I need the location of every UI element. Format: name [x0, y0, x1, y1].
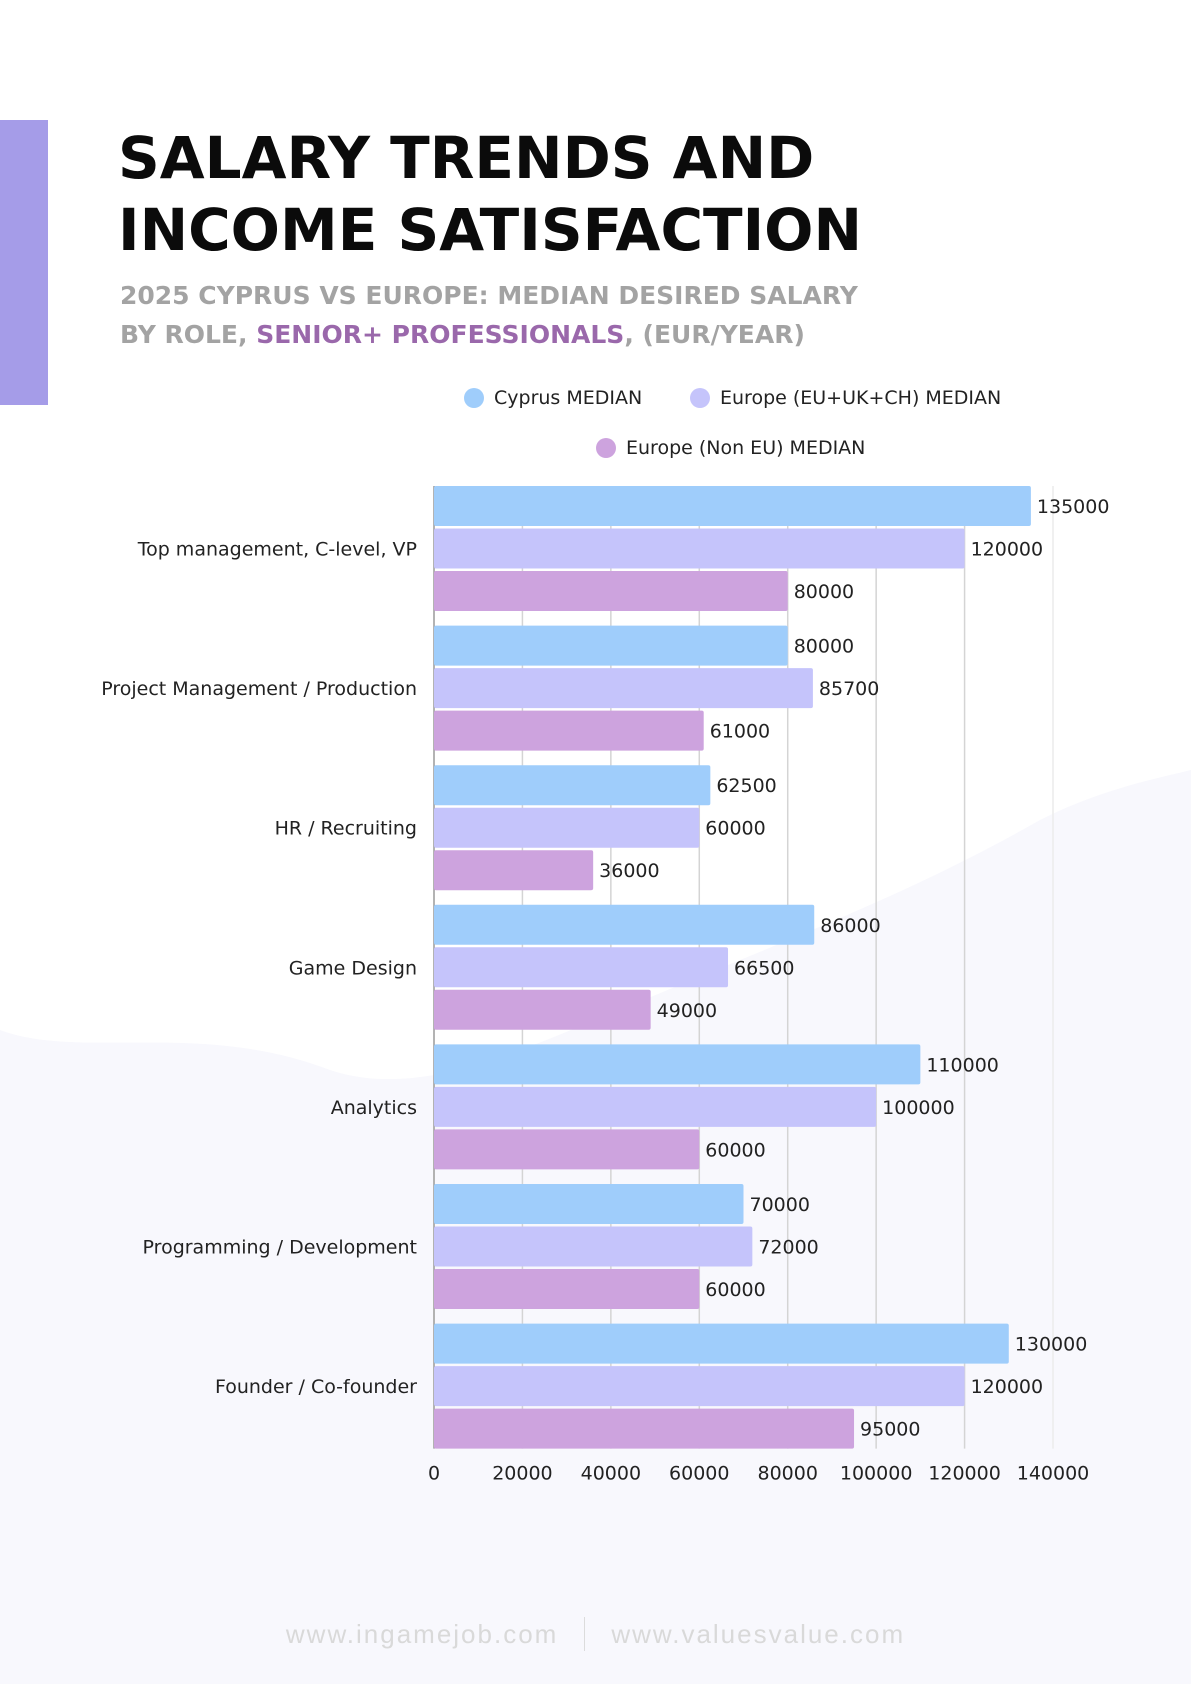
page-title: SALARY TRENDS AND INCOME SATISFACTION [118, 122, 862, 266]
legend-label-europe-eu: Europe (EU+UK+CH) MEDIAN [720, 387, 1002, 409]
data-label: 86000 [820, 915, 880, 937]
x-tick-label: 60000 [669, 1463, 729, 1485]
category-label: Founder / Co-founder [215, 1376, 417, 1398]
bar-cyprus [434, 1323, 1009, 1364]
x-tick-label: 20000 [492, 1463, 552, 1485]
bar-europe-eu [434, 528, 965, 569]
chart-subtitle: 2025 CYPRUS VS EUROPE: MEDIAN DESIRED SA… [120, 276, 858, 354]
category-label: Game Design [289, 957, 417, 979]
legend-item-europe-non-eu: Europe (Non EU) MEDIAN [596, 437, 865, 459]
footer-link-ingamejob[interactable]: www.ingamejob.com [285, 1618, 559, 1649]
legend-item-europe-eu: Europe (EU+UK+CH) MEDIAN [690, 387, 1001, 409]
bar-europe-non-eu [434, 1408, 855, 1449]
category-label: Project Management / Production [101, 678, 417, 700]
x-tick-label: 0 [428, 1463, 440, 1485]
subtitle-line-1: 2025 CYPRUS VS EUROPE: MEDIAN DESIRED SA… [120, 281, 858, 310]
data-label: 61000 [710, 721, 770, 743]
data-label: 70000 [750, 1194, 810, 1216]
bar-europe-non-eu [434, 850, 594, 891]
data-label: 60000 [705, 1139, 765, 1161]
bar-cyprus [434, 1044, 921, 1085]
data-label: 60000 [705, 1279, 765, 1301]
subtitle-line-2: BY ROLE, SENIOR+ PROFESSIONALS, (EUR/YEA… [120, 315, 858, 354]
data-label: 120000 [971, 539, 1044, 561]
legend-dot-europe-non-eu-icon [596, 438, 616, 458]
legend-dot-cyprus-icon [464, 388, 484, 408]
x-tick-label: 80000 [757, 1463, 817, 1485]
bar-europe-eu [434, 1366, 965, 1407]
bar-cyprus [434, 486, 1031, 526]
footer-link-valuesvalue[interactable]: www.valuesvalue.com [611, 1618, 906, 1649]
bar-cyprus [434, 625, 788, 666]
data-label: 60000 [705, 818, 765, 840]
x-tick-label: 120000 [928, 1463, 1001, 1485]
legend-label-europe-non-eu: Europe (Non EU) MEDIAN [626, 437, 866, 459]
bar-cyprus [434, 904, 815, 945]
bar-europe-non-eu [434, 710, 704, 751]
x-tick-label: 140000 [1017, 1463, 1090, 1485]
bar-europe-non-eu [434, 1269, 700, 1309]
category-label: Analytics [331, 1097, 417, 1119]
accent-bar [0, 120, 48, 405]
category-label: Top management, C-level, VP [137, 539, 417, 561]
footer-separator [584, 1617, 586, 1651]
legend-label-cyprus: Cyprus MEDIAN [494, 387, 643, 409]
subtitle-suffix: , (EUR/YEAR) [624, 320, 805, 349]
data-label: 120000 [971, 1376, 1044, 1398]
data-label: 80000 [794, 636, 854, 658]
subtitle-prefix: BY ROLE, [120, 320, 257, 349]
data-label: 49000 [657, 1000, 717, 1022]
bar-europe-non-eu [434, 1129, 700, 1170]
x-tick-label: 100000 [840, 1463, 913, 1485]
bar-europe-non-eu [434, 571, 788, 611]
data-label: 100000 [882, 1097, 955, 1119]
legend-dot-europe-eu-icon [690, 388, 710, 408]
bar-cyprus [434, 765, 711, 806]
data-label: 95000 [860, 1419, 920, 1441]
bar-europe-eu [434, 807, 700, 848]
data-label: 110000 [926, 1054, 999, 1076]
category-label: HR / Recruiting [275, 818, 417, 840]
data-label: 80000 [794, 581, 854, 603]
data-label: 62500 [716, 775, 776, 797]
title-line-2: INCOME SATISFACTION [118, 196, 863, 264]
bar-europe-non-eu [434, 989, 651, 1030]
bar-europe-eu [434, 947, 729, 988]
title-line-1: SALARY TRENDS AND [118, 124, 815, 192]
bar-europe-eu [434, 1086, 877, 1127]
x-tick-label: 40000 [581, 1463, 641, 1485]
data-label: 130000 [1015, 1334, 1088, 1356]
data-label: 66500 [734, 957, 794, 979]
bar-europe-eu [434, 1226, 753, 1267]
footer: www.ingamejob.com www.valuesvalue.com [0, 1617, 1191, 1651]
data-label: 135000 [1037, 496, 1110, 518]
bar-europe-eu [434, 668, 813, 709]
bar-cyprus [434, 1184, 744, 1224]
legend-item-cyprus: Cyprus MEDIAN [464, 387, 642, 409]
subtitle-highlight: SENIOR+ PROFESSIONALS [256, 320, 625, 349]
data-label: 36000 [599, 860, 659, 882]
data-label: 85700 [819, 678, 879, 700]
data-label: 72000 [758, 1237, 818, 1259]
category-label: Programming / Development [143, 1237, 417, 1259]
